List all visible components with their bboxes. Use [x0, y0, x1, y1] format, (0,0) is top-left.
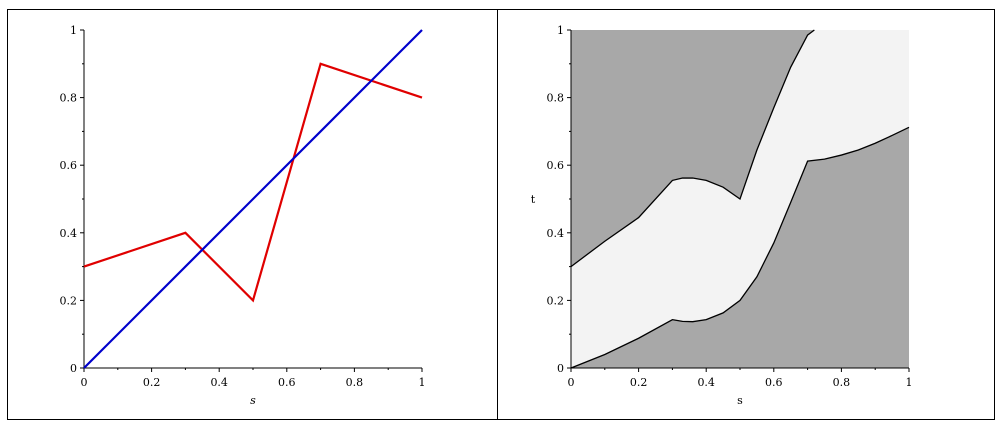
x-axis-label: s: [737, 394, 743, 407]
x-tick-label: 0: [81, 376, 88, 389]
upper-boundary-curve: [570, 29, 815, 268]
x-tick-label: 0.8: [346, 376, 364, 389]
series-line-blue: [83, 29, 423, 369]
y-tick-label: 0.8: [547, 92, 565, 105]
x-tick-label: 0.2: [630, 376, 648, 389]
chart-right: 0 0.2 0.4 0.6 0.8 1 0 0.2 0.4 0.6 0.8 1 s t: [531, 24, 913, 407]
x-tick-label: 0.4: [210, 376, 228, 389]
y-tick-label: 0.6: [60, 159, 78, 172]
chart-left: 0 0.2 0.4 0.6 0.8 1 0 0.2 0.4 0.6 0.8 1 s: [60, 24, 426, 407]
y-tick-label: 0: [557, 362, 564, 375]
x-tick-label: 1: [906, 376, 913, 389]
x-tick-label: 0.4: [697, 376, 715, 389]
panel-divider: [497, 9, 498, 420]
y-tick-label: 0.4: [547, 227, 565, 240]
y-tick-label: 1: [557, 24, 564, 37]
x-tick-label: 0: [568, 376, 575, 389]
y-tick-label: 0.4: [60, 227, 78, 240]
series-line-red: [83, 62, 423, 303]
x-tick-label: 0.6: [278, 376, 296, 389]
y-tick-label: 0: [70, 362, 77, 375]
x-tick-label: 0.8: [833, 376, 851, 389]
y-tick-label: 0.8: [60, 92, 78, 105]
chart-left-axes: 0 0.2 0.4 0.6 0.8 1 0 0.2 0.4 0.6 0.8 1 s: [60, 24, 426, 407]
figure-frame: [7, 9, 995, 420]
y-tick-label: 1: [70, 24, 77, 37]
x-tick-label: 1: [419, 376, 426, 389]
x-tick-label: 0.2: [143, 376, 161, 389]
y-tick-label: 0.2: [547, 294, 565, 307]
y-tick-label: 0.2: [60, 294, 78, 307]
x-tick-label: 0.6: [765, 376, 783, 389]
lower-boundary-curve: [570, 126, 910, 369]
y-axis-label: t: [531, 193, 536, 206]
x-axis-label: s: [250, 394, 256, 407]
chart-right-axes: 0 0.2 0.4 0.6 0.8 1 0 0.2 0.4 0.6 0.8 1 s t: [531, 24, 913, 407]
y-tick-label: 0.6: [547, 159, 565, 172]
